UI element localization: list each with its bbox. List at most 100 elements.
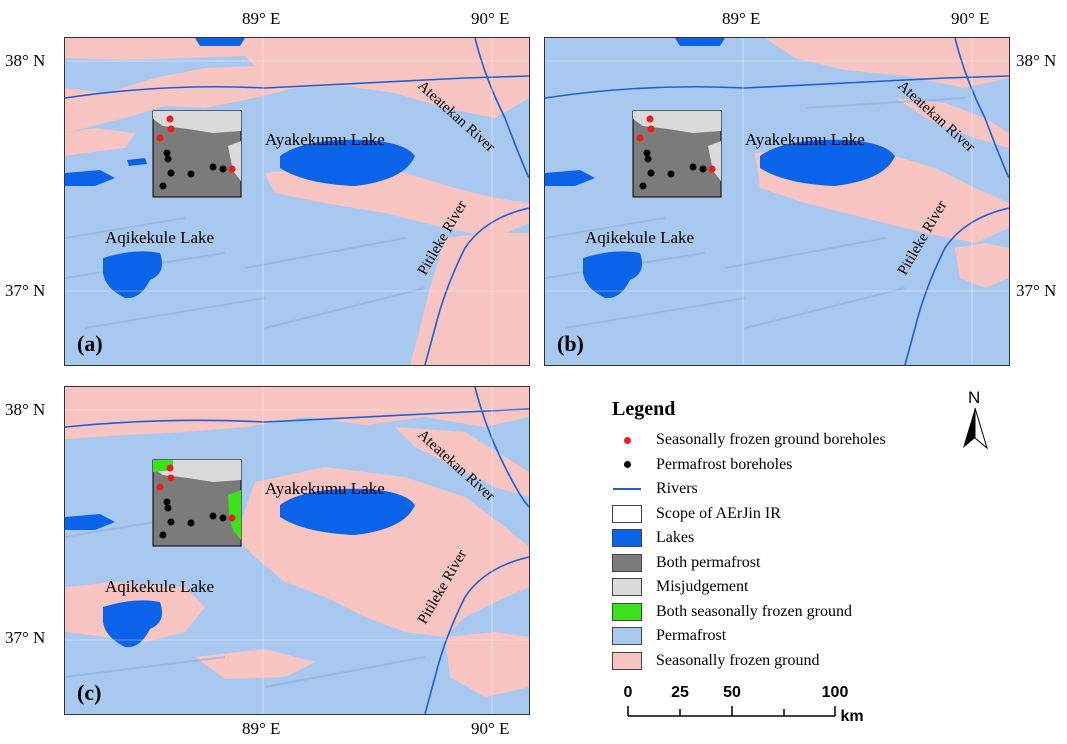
legend-item: Both permafrost	[612, 551, 760, 575]
sfg-zone	[765, 38, 1009, 88]
panel-label-c: (c)	[77, 680, 102, 705]
scale-tick-50: 50	[723, 684, 741, 701]
scale-tick-25: 25	[671, 684, 689, 701]
sfg-zone	[65, 56, 255, 93]
scale-tick-100: 100	[821, 684, 849, 701]
map-panel-b: (b) Ayakekumu Lake Aqikekule Lake Ateate…	[544, 37, 1010, 366]
lat-label-c-37: 37° N	[5, 628, 46, 647]
legend-item: Seasonally frozen ground boreholes	[612, 428, 886, 452]
legend-symbol	[612, 602, 642, 621]
legend-label: Misjudgement	[656, 578, 749, 595]
lon-label-top-b-90: 90° E	[951, 9, 990, 28]
legend-item: Both seasonally frozen ground	[612, 600, 852, 624]
north-arrow: N	[960, 388, 990, 450]
river	[424, 207, 529, 365]
scale-tick-0: 0	[623, 684, 633, 701]
lat-label-b-37: 37° N	[1016, 281, 1057, 300]
aerjin-scope-inset	[152, 459, 242, 547]
legend-symbol	[612, 651, 642, 670]
legend-label: Permafrost boreholes	[656, 455, 793, 473]
label-aqikekule-lake: Aqikekule Lake	[585, 228, 695, 247]
label-aqikekule-lake: Aqikekule Lake	[105, 577, 215, 596]
terrain-hatching	[65, 217, 426, 329]
legend-item: Lakes	[612, 526, 694, 550]
legend-symbol	[612, 553, 642, 572]
map-a-graphic	[65, 38, 529, 365]
legend-item: Scope of AErJin IR	[612, 502, 781, 526]
river	[424, 556, 529, 714]
aerjin-scope-inset	[152, 110, 242, 198]
legend-symbol	[612, 457, 642, 473]
sfg-zone	[395, 427, 529, 497]
lake-ayakekumu	[280, 139, 415, 186]
sfg-zone	[955, 243, 1009, 288]
legend-symbol	[612, 481, 642, 497]
legend-symbol	[612, 578, 642, 596]
lake-small	[127, 158, 147, 166]
legend-symbol	[612, 504, 642, 523]
legend-label: Scope of AErJin IR	[656, 504, 781, 522]
legend-label: Seasonally frozen ground boreholes	[656, 431, 886, 448]
lake-small	[545, 170, 595, 186]
legend-item: Rivers	[612, 477, 698, 501]
scale-unit: km	[840, 708, 864, 725]
legend-label: Both permafrost	[656, 553, 761, 571]
legend-item: Seasonally frozen ground	[612, 649, 820, 673]
lat-label-b-38: 38° N	[1016, 51, 1057, 70]
legend-label: Rivers	[656, 480, 698, 497]
legend-item: Permafrost boreholes	[612, 453, 792, 477]
lake-ayakekumu	[760, 139, 895, 186]
scale-bar: 0 25 50 100 km	[620, 684, 864, 725]
legend-symbol	[612, 432, 642, 448]
river	[474, 387, 529, 508]
lon-label-bottom-c-89: 89° E	[242, 719, 281, 738]
river	[954, 38, 1009, 179]
lake-aqikekule	[583, 251, 643, 299]
north-arrow-icon	[963, 408, 988, 450]
aerjin-scope-inset	[632, 110, 722, 198]
legend-item: Misjudgement	[612, 575, 748, 599]
sfg-zone	[445, 632, 529, 697]
lake-ayakekumu	[280, 488, 415, 535]
legend-item: Permafrost	[612, 624, 726, 648]
legend-label: Permafrost	[656, 627, 727, 644]
label-ayakekumu-lake: Ayakekumu Lake	[265, 130, 385, 149]
label-aqikekule-lake: Aqikekule Lake	[105, 228, 215, 247]
sfg-zone	[65, 387, 529, 439]
lon-label-top-a-90: 90° E	[471, 9, 510, 28]
lat-label-c-38: 38° N	[5, 400, 46, 419]
map-c-graphic	[65, 387, 529, 714]
scale-bar-graphic	[627, 706, 836, 717]
lake-small	[195, 38, 245, 46]
map-b-graphic	[545, 38, 1009, 365]
legend-symbol	[612, 627, 642, 645]
lake-small	[65, 170, 115, 186]
river	[65, 75, 529, 99]
lake-aqikekule	[103, 600, 163, 648]
sfg-zone	[195, 649, 315, 679]
panel-label-a: (a)	[77, 331, 103, 356]
sfg-zone	[895, 98, 1009, 148]
legend-symbol	[612, 529, 642, 547]
lake-small	[675, 38, 725, 46]
legend-label: Seasonally frozen ground	[656, 651, 820, 669]
north-label: N	[968, 388, 981, 407]
label-ayakekumu-lake: Ayakekumu Lake	[265, 479, 385, 498]
map-panel-c: (c) Ayakekumu Lake Aqikekule Lake Ateate…	[64, 386, 530, 715]
river	[904, 207, 1009, 365]
sfg-zone	[65, 128, 135, 156]
lake-small	[65, 514, 115, 530]
lon-label-bottom-c-90: 90° E	[471, 719, 510, 738]
lat-label-a-38: 38° N	[5, 51, 46, 70]
lake-aqikekule	[103, 251, 163, 299]
legend-title: Legend	[612, 398, 676, 420]
river	[474, 38, 529, 179]
legend-label: Both seasonally frozen ground	[656, 602, 852, 620]
river	[545, 75, 1009, 99]
map-panel-a: (a) Ayakekumu Lake Aqikekule Lake Ateate…	[64, 37, 530, 366]
sfg-zone	[410, 233, 529, 365]
panel-label-b: (b)	[557, 331, 584, 356]
legend-label: Lakes	[656, 529, 695, 546]
lon-label-top-b-89: 89° E	[722, 9, 761, 28]
river	[65, 408, 529, 428]
